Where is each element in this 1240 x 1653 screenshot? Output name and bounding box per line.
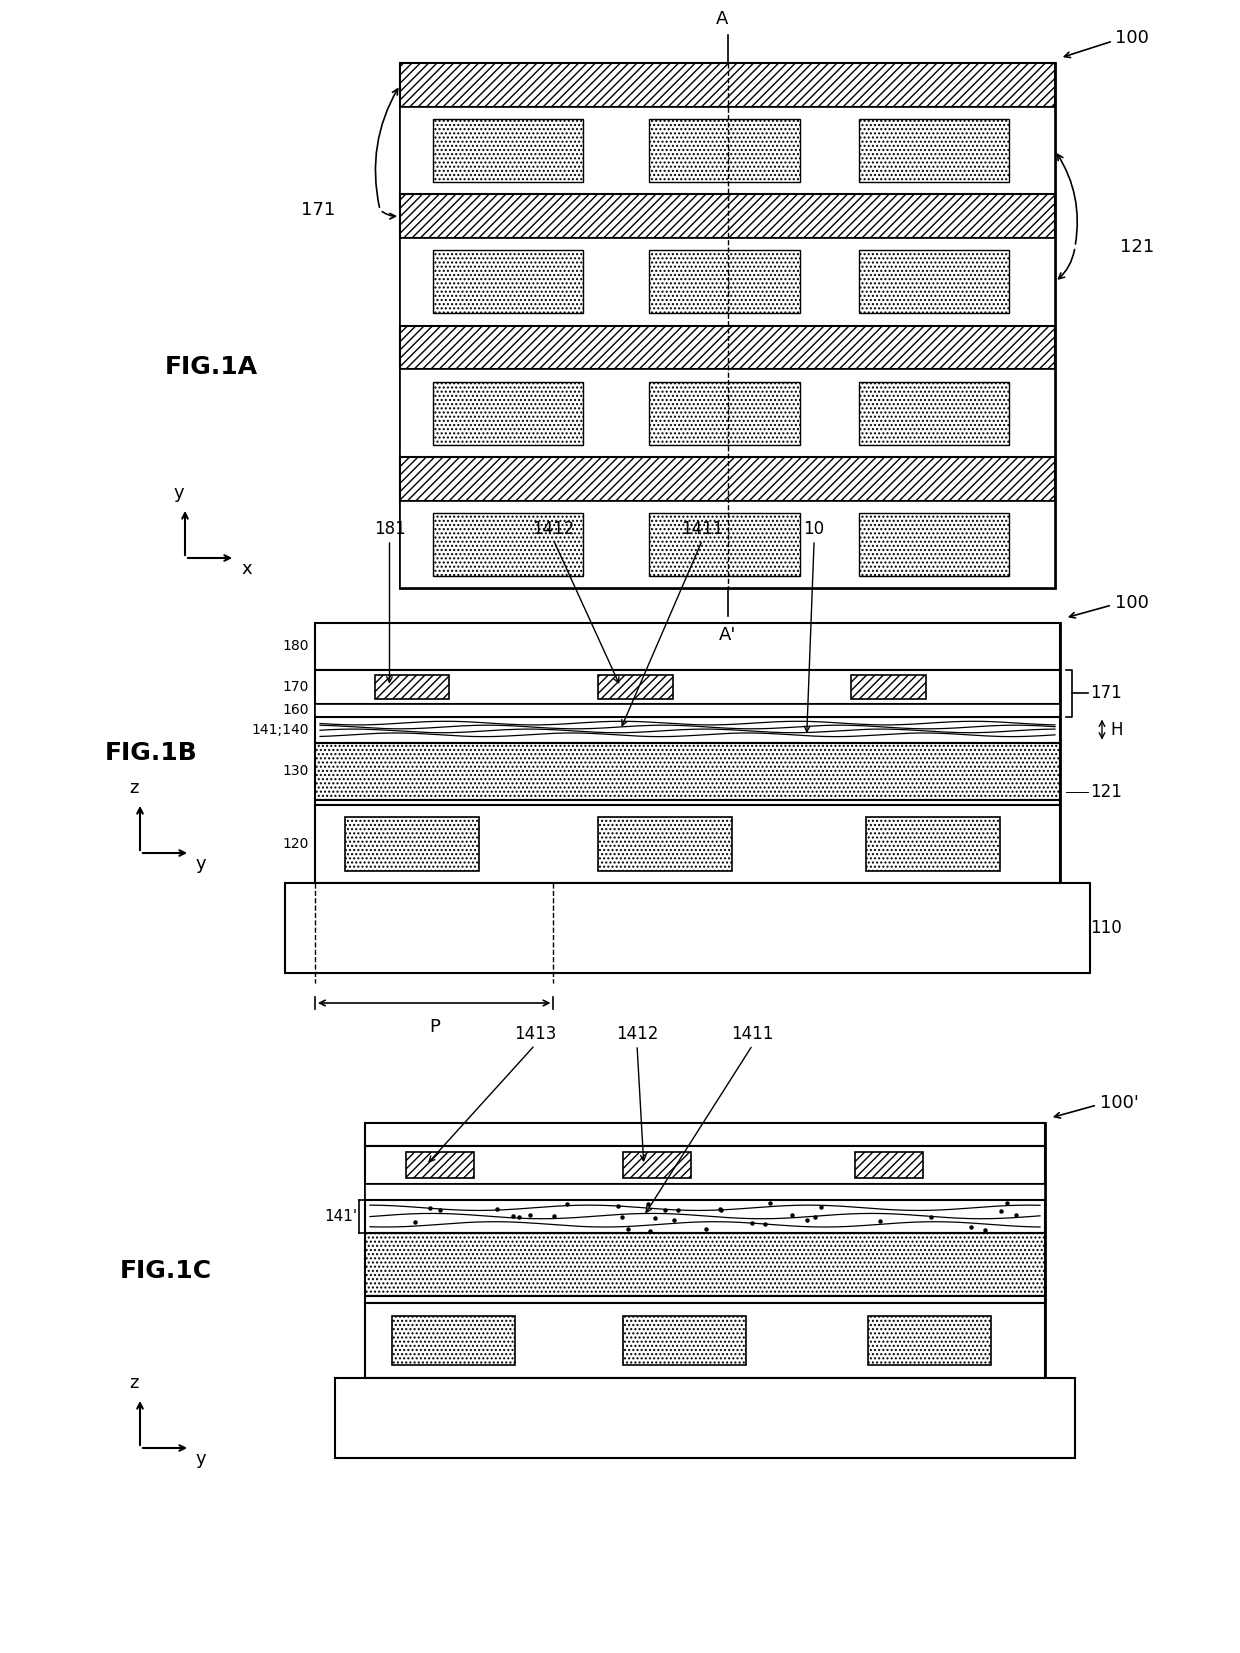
Text: A: A — [717, 10, 729, 28]
Text: 100': 100' — [1100, 1094, 1138, 1112]
Bar — [365, 1200, 1045, 1233]
Bar — [624, 1152, 692, 1179]
Bar — [315, 623, 1060, 883]
Bar — [433, 250, 583, 314]
Bar — [345, 818, 479, 871]
Text: 120: 120 — [283, 836, 309, 851]
Text: 100: 100 — [1115, 30, 1149, 46]
Text: A': A' — [719, 626, 737, 645]
Bar — [365, 1146, 1045, 1184]
Text: 171: 171 — [1090, 684, 1122, 703]
Text: z: z — [129, 1374, 139, 1392]
Bar — [401, 456, 1055, 501]
Text: 1412: 1412 — [532, 521, 574, 537]
Bar — [649, 119, 800, 182]
Bar — [867, 818, 1001, 871]
Bar — [401, 369, 1055, 456]
Bar — [285, 883, 1090, 974]
Text: 130: 130 — [283, 764, 309, 779]
Bar — [365, 1296, 1045, 1303]
Bar — [315, 742, 1060, 800]
Text: 170: 170 — [283, 679, 309, 694]
Text: FIG.1A: FIG.1A — [165, 355, 258, 380]
Bar — [649, 512, 800, 575]
Bar — [852, 674, 926, 699]
Text: 180: 180 — [283, 640, 309, 653]
Text: 1413: 1413 — [513, 1025, 557, 1043]
Bar — [598, 818, 732, 871]
Bar — [433, 119, 583, 182]
Bar — [401, 63, 1055, 107]
Text: P: P — [429, 1018, 440, 1036]
Text: H: H — [1110, 721, 1122, 739]
Bar — [868, 1316, 991, 1365]
Text: z: z — [129, 779, 139, 797]
Text: 160: 160 — [283, 703, 309, 717]
Bar — [858, 119, 1009, 182]
Text: 100: 100 — [1115, 593, 1149, 612]
Bar — [315, 704, 1060, 717]
Bar — [365, 1303, 1045, 1379]
Bar — [401, 195, 1055, 238]
Bar — [598, 674, 672, 699]
Bar — [315, 717, 1060, 742]
Bar — [315, 800, 1060, 805]
Text: 10: 10 — [804, 521, 825, 537]
Text: FIG.1C: FIG.1C — [120, 1258, 212, 1283]
Bar — [405, 1152, 474, 1179]
Bar — [858, 382, 1009, 445]
Text: y: y — [196, 1450, 207, 1468]
Text: 171: 171 — [301, 202, 335, 218]
Bar — [365, 1122, 1045, 1146]
Bar — [401, 107, 1055, 195]
Bar — [401, 501, 1055, 588]
Text: 1411: 1411 — [681, 521, 724, 537]
Bar — [858, 512, 1009, 575]
Bar — [401, 326, 1055, 369]
Bar — [392, 1316, 515, 1365]
Bar — [315, 805, 1060, 883]
Text: y: y — [174, 484, 185, 503]
Text: y: y — [196, 855, 207, 873]
Text: 1412: 1412 — [616, 1025, 658, 1043]
Bar — [401, 238, 1055, 326]
Text: 141': 141' — [324, 1208, 357, 1223]
Bar — [649, 382, 800, 445]
Text: 141;140: 141;140 — [252, 722, 309, 737]
Bar — [858, 250, 1009, 314]
Bar — [365, 1184, 1045, 1200]
Text: 121: 121 — [1120, 238, 1154, 256]
Text: 181: 181 — [373, 521, 405, 537]
Text: x: x — [241, 560, 252, 579]
Bar — [365, 1122, 1045, 1379]
Bar — [335, 1379, 1075, 1458]
Bar — [649, 250, 800, 314]
Bar — [624, 1316, 745, 1365]
Text: 110: 110 — [1090, 919, 1122, 937]
Bar — [401, 63, 1055, 588]
Text: 1411: 1411 — [732, 1025, 774, 1043]
Bar — [854, 1152, 923, 1179]
Bar — [433, 512, 583, 575]
Text: 121: 121 — [1090, 784, 1122, 802]
Bar — [365, 1233, 1045, 1296]
Bar — [315, 623, 1060, 669]
Text: FIG.1B: FIG.1B — [105, 741, 197, 765]
Bar — [315, 669, 1060, 704]
Bar — [374, 674, 449, 699]
Bar — [433, 382, 583, 445]
